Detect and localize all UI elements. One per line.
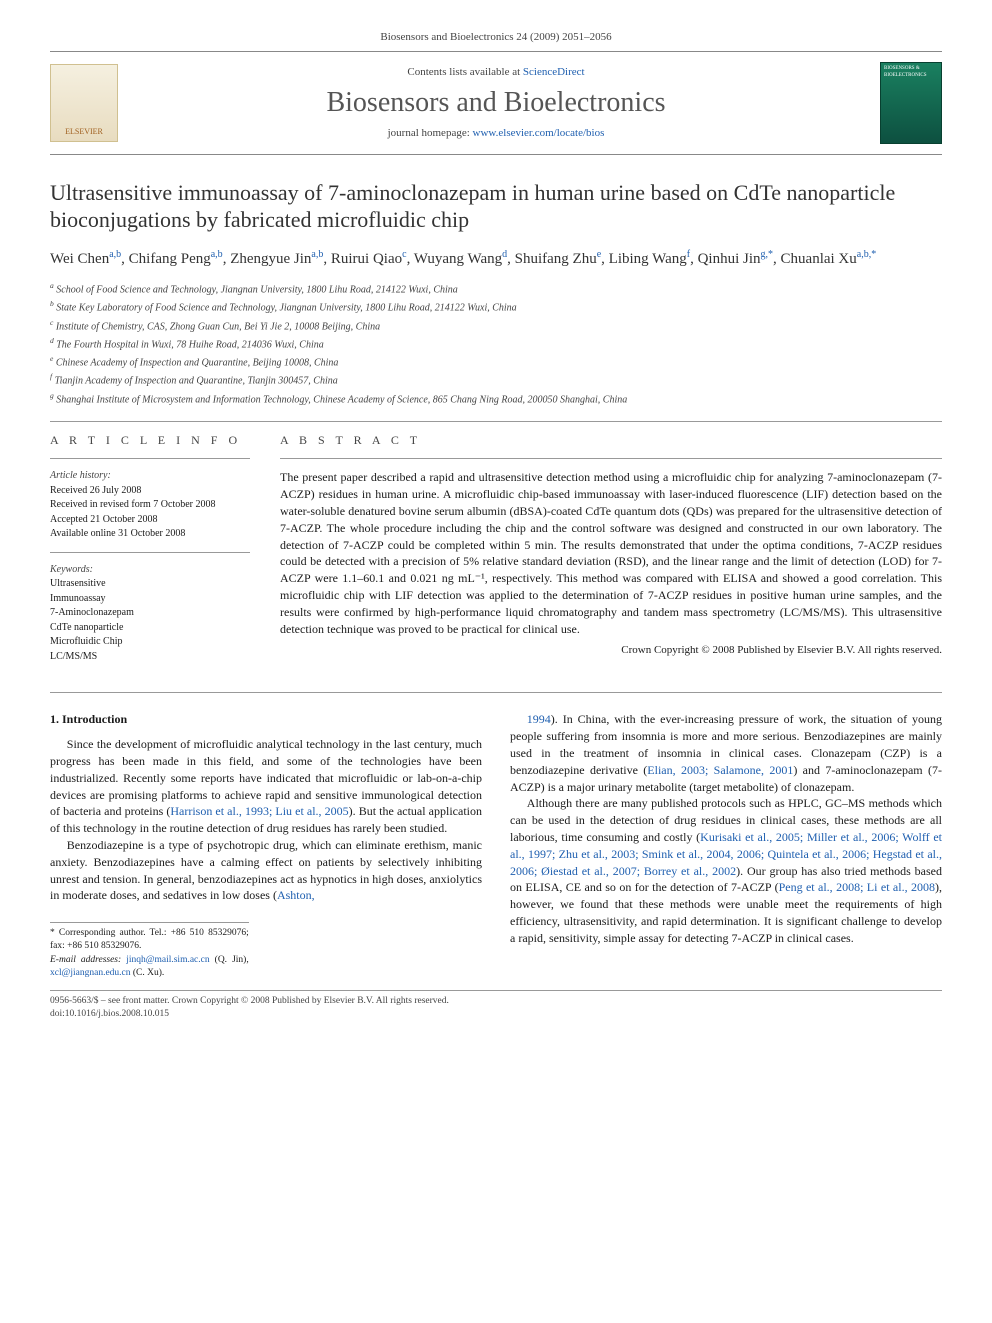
affiliation-line: a School of Food Science and Technology,… (50, 280, 942, 297)
affiliation-line: f Tianjin Academy of Inspection and Quar… (50, 371, 942, 388)
abstract-column: A B S T R A C T The present paper descri… (280, 432, 942, 674)
right-column: 1994). In China, with the ever-increasin… (510, 711, 942, 980)
left-column: 1. Introduction Since the development of… (50, 711, 482, 980)
sciencedirect-link[interactable]: ScienceDirect (523, 66, 585, 78)
article-title: Ultrasensitive immunoassay of 7-aminoclo… (50, 179, 942, 234)
section-1-heading: 1. Introduction (50, 711, 482, 728)
article-history-label: Article history: (50, 469, 250, 484)
history-line: Received in revised form 7 October 2008 (50, 498, 250, 513)
affiliations-list: a School of Food Science and Technology,… (50, 280, 942, 407)
elsevier-logo: ELSEVIER (50, 64, 118, 142)
history-line: Available online 31 October 2008 (50, 527, 250, 542)
corr-author-line: * Corresponding author. Tel.: +86 510 85… (50, 927, 249, 954)
affiliation-line: g Shanghai Institute of Microsystem and … (50, 390, 942, 407)
keyword-line: Microfluidic Chip (50, 635, 250, 650)
doi-line: doi:10.1016/j.bios.2008.10.015 (50, 1008, 942, 1021)
affiliation-line: d The Fourth Hospital in Wuxi, 78 Huihe … (50, 335, 942, 352)
front-matter-line: 0956-5663/$ – see front matter. Crown Co… (50, 995, 942, 1008)
keyword-line: 7-Aminoclonazepam (50, 606, 250, 621)
keyword-line: Immunoassay (50, 592, 250, 607)
history-line: Accepted 21 October 2008 (50, 513, 250, 528)
journal-homepage-link[interactable]: www.elsevier.com/locate/bios (473, 127, 605, 139)
journal-header-bar: ELSEVIER Contents lists available at Sci… (50, 51, 942, 155)
body-two-column: 1. Introduction Since the development of… (50, 711, 942, 980)
affiliation-line: b State Key Laboratory of Food Science a… (50, 298, 942, 315)
corresponding-author-footnote: * Corresponding author. Tel.: +86 510 85… (50, 922, 249, 980)
body-paragraph: Although there are many published protoc… (510, 795, 942, 946)
body-paragraph: 1994). In China, with the ever-increasin… (510, 711, 942, 795)
journal-name: Biosensors and Bioelectronics (228, 84, 763, 122)
history-line: Received 26 July 2008 (50, 484, 250, 499)
email-link[interactable]: jinqh@mail.sim.ac.cn (126, 955, 209, 965)
journal-cover-thumbnail: BIOSENSORS & BIOELECTRONICS (880, 62, 942, 144)
abstract-text: The present paper described a rapid and … (280, 469, 942, 637)
article-info-heading: A R T I C L E I N F O (50, 432, 250, 448)
divider-rule (50, 421, 942, 422)
footer-bar: 0956-5663/$ – see front matter. Crown Co… (50, 990, 942, 1021)
keywords-label: Keywords: (50, 563, 250, 578)
body-paragraph: Since the development of microfluidic an… (50, 736, 482, 837)
header-citation: Biosensors and Bioelectronics 24 (2009) … (50, 30, 942, 45)
contents-available-line: Contents lists available at ScienceDirec… (228, 65, 763, 80)
affiliation-line: e Chinese Academy of Inspection and Quar… (50, 353, 942, 370)
affiliation-line: c Institute of Chemistry, CAS, Zhong Gua… (50, 317, 942, 334)
email-link[interactable]: xcl@jiangnan.edu.cn (50, 968, 131, 978)
email-label: E-mail addresses: (50, 955, 121, 965)
journal-homepage-line: journal homepage: www.elsevier.com/locat… (228, 126, 763, 141)
keyword-line: CdTe nanoparticle (50, 621, 250, 636)
keyword-line: Ultrasensitive (50, 577, 250, 592)
article-info-column: A R T I C L E I N F O Article history: R… (50, 432, 250, 674)
body-paragraph: Benzodiazepine is a type of psychotropic… (50, 837, 482, 904)
abstract-heading: A B S T R A C T (280, 432, 942, 448)
keyword-line: LC/MS/MS (50, 650, 250, 665)
authors-list: Wei Chena,b, Chifang Penga,b, Zhengyue J… (50, 248, 942, 270)
abstract-copyright: Crown Copyright © 2008 Published by Else… (280, 643, 942, 658)
